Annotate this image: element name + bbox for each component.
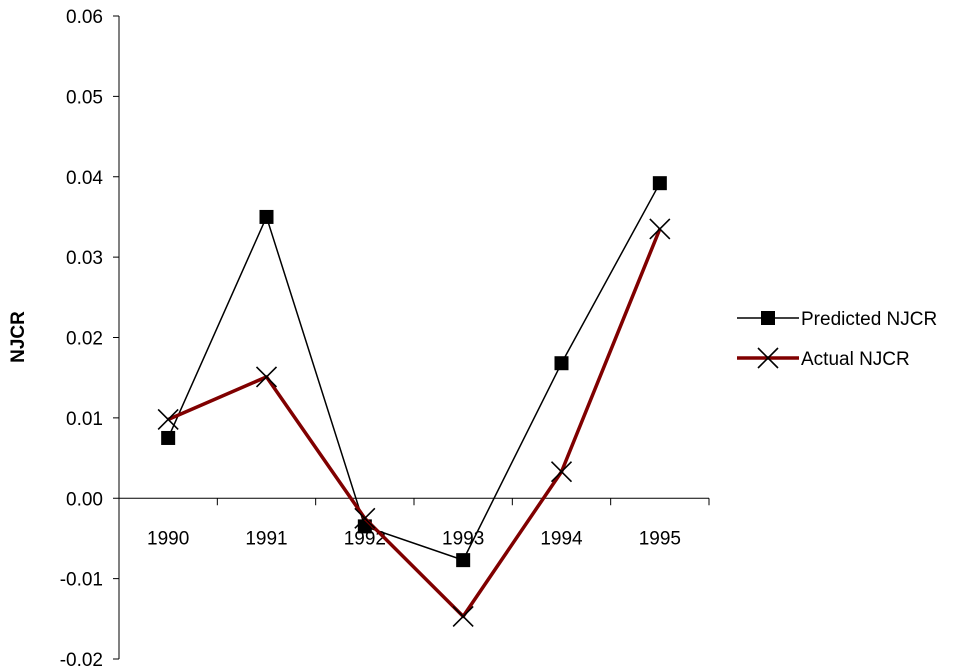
data-point — [649, 218, 671, 240]
y-tick-label: -0.01 — [60, 570, 103, 591]
series-predicted — [161, 176, 667, 568]
y-tick-label: 0.01 — [66, 409, 103, 430]
y-axis-title: NJCR — [8, 311, 29, 363]
x-tick-label: 1994 — [540, 528, 583, 549]
series-line — [167, 228, 662, 619]
y-tick-label: 0.05 — [66, 87, 103, 108]
series-line — [167, 182, 661, 561]
data-point — [550, 461, 573, 483]
data-point — [259, 209, 274, 224]
x-tick-label: 1992 — [344, 528, 386, 549]
series-layer — [157, 176, 671, 627]
data-point — [161, 430, 176, 445]
y-tick-label: 0.04 — [66, 168, 103, 189]
data-point — [554, 356, 569, 371]
data-point — [452, 605, 474, 627]
y-tick-label: 0.02 — [66, 329, 103, 350]
data-point — [652, 176, 667, 191]
y-tick-label: 0.00 — [66, 489, 103, 510]
series-actual — [157, 218, 671, 627]
legend-marker — [757, 347, 779, 369]
data-point — [354, 507, 376, 529]
y-tick-label: -0.02 — [60, 650, 103, 671]
data-point — [456, 553, 471, 568]
x-tick-label: 1990 — [147, 528, 189, 549]
chart-axes — [113, 15, 710, 660]
legend-label: Actual NJCR — [801, 349, 910, 370]
x-tick-label: 1993 — [442, 528, 484, 549]
data-point — [157, 408, 179, 431]
y-tick-labels: 0.06 0.05 0.04 0.03 0.02 0.01 0.00 -0.01 -0.02 — [60, 7, 104, 671]
data-point — [255, 366, 278, 388]
x-tick-labels: 1990 1991 1992 1993 1994 1995 — [147, 528, 681, 549]
legend-label: Predicted NJCR — [801, 309, 937, 330]
y-tick-label: 0.06 — [66, 7, 103, 28]
y-tick-label: 0.03 — [66, 248, 103, 269]
legend-item: Actual NJCR — [737, 347, 910, 370]
legend-marker — [761, 311, 775, 325]
x-tick-label: 1991 — [245, 528, 287, 549]
legend: Predicted NJCR Actual NJCR — [737, 309, 937, 370]
legend-item: Predicted NJCR — [737, 309, 937, 330]
x-tick-label: 1995 — [639, 528, 681, 549]
